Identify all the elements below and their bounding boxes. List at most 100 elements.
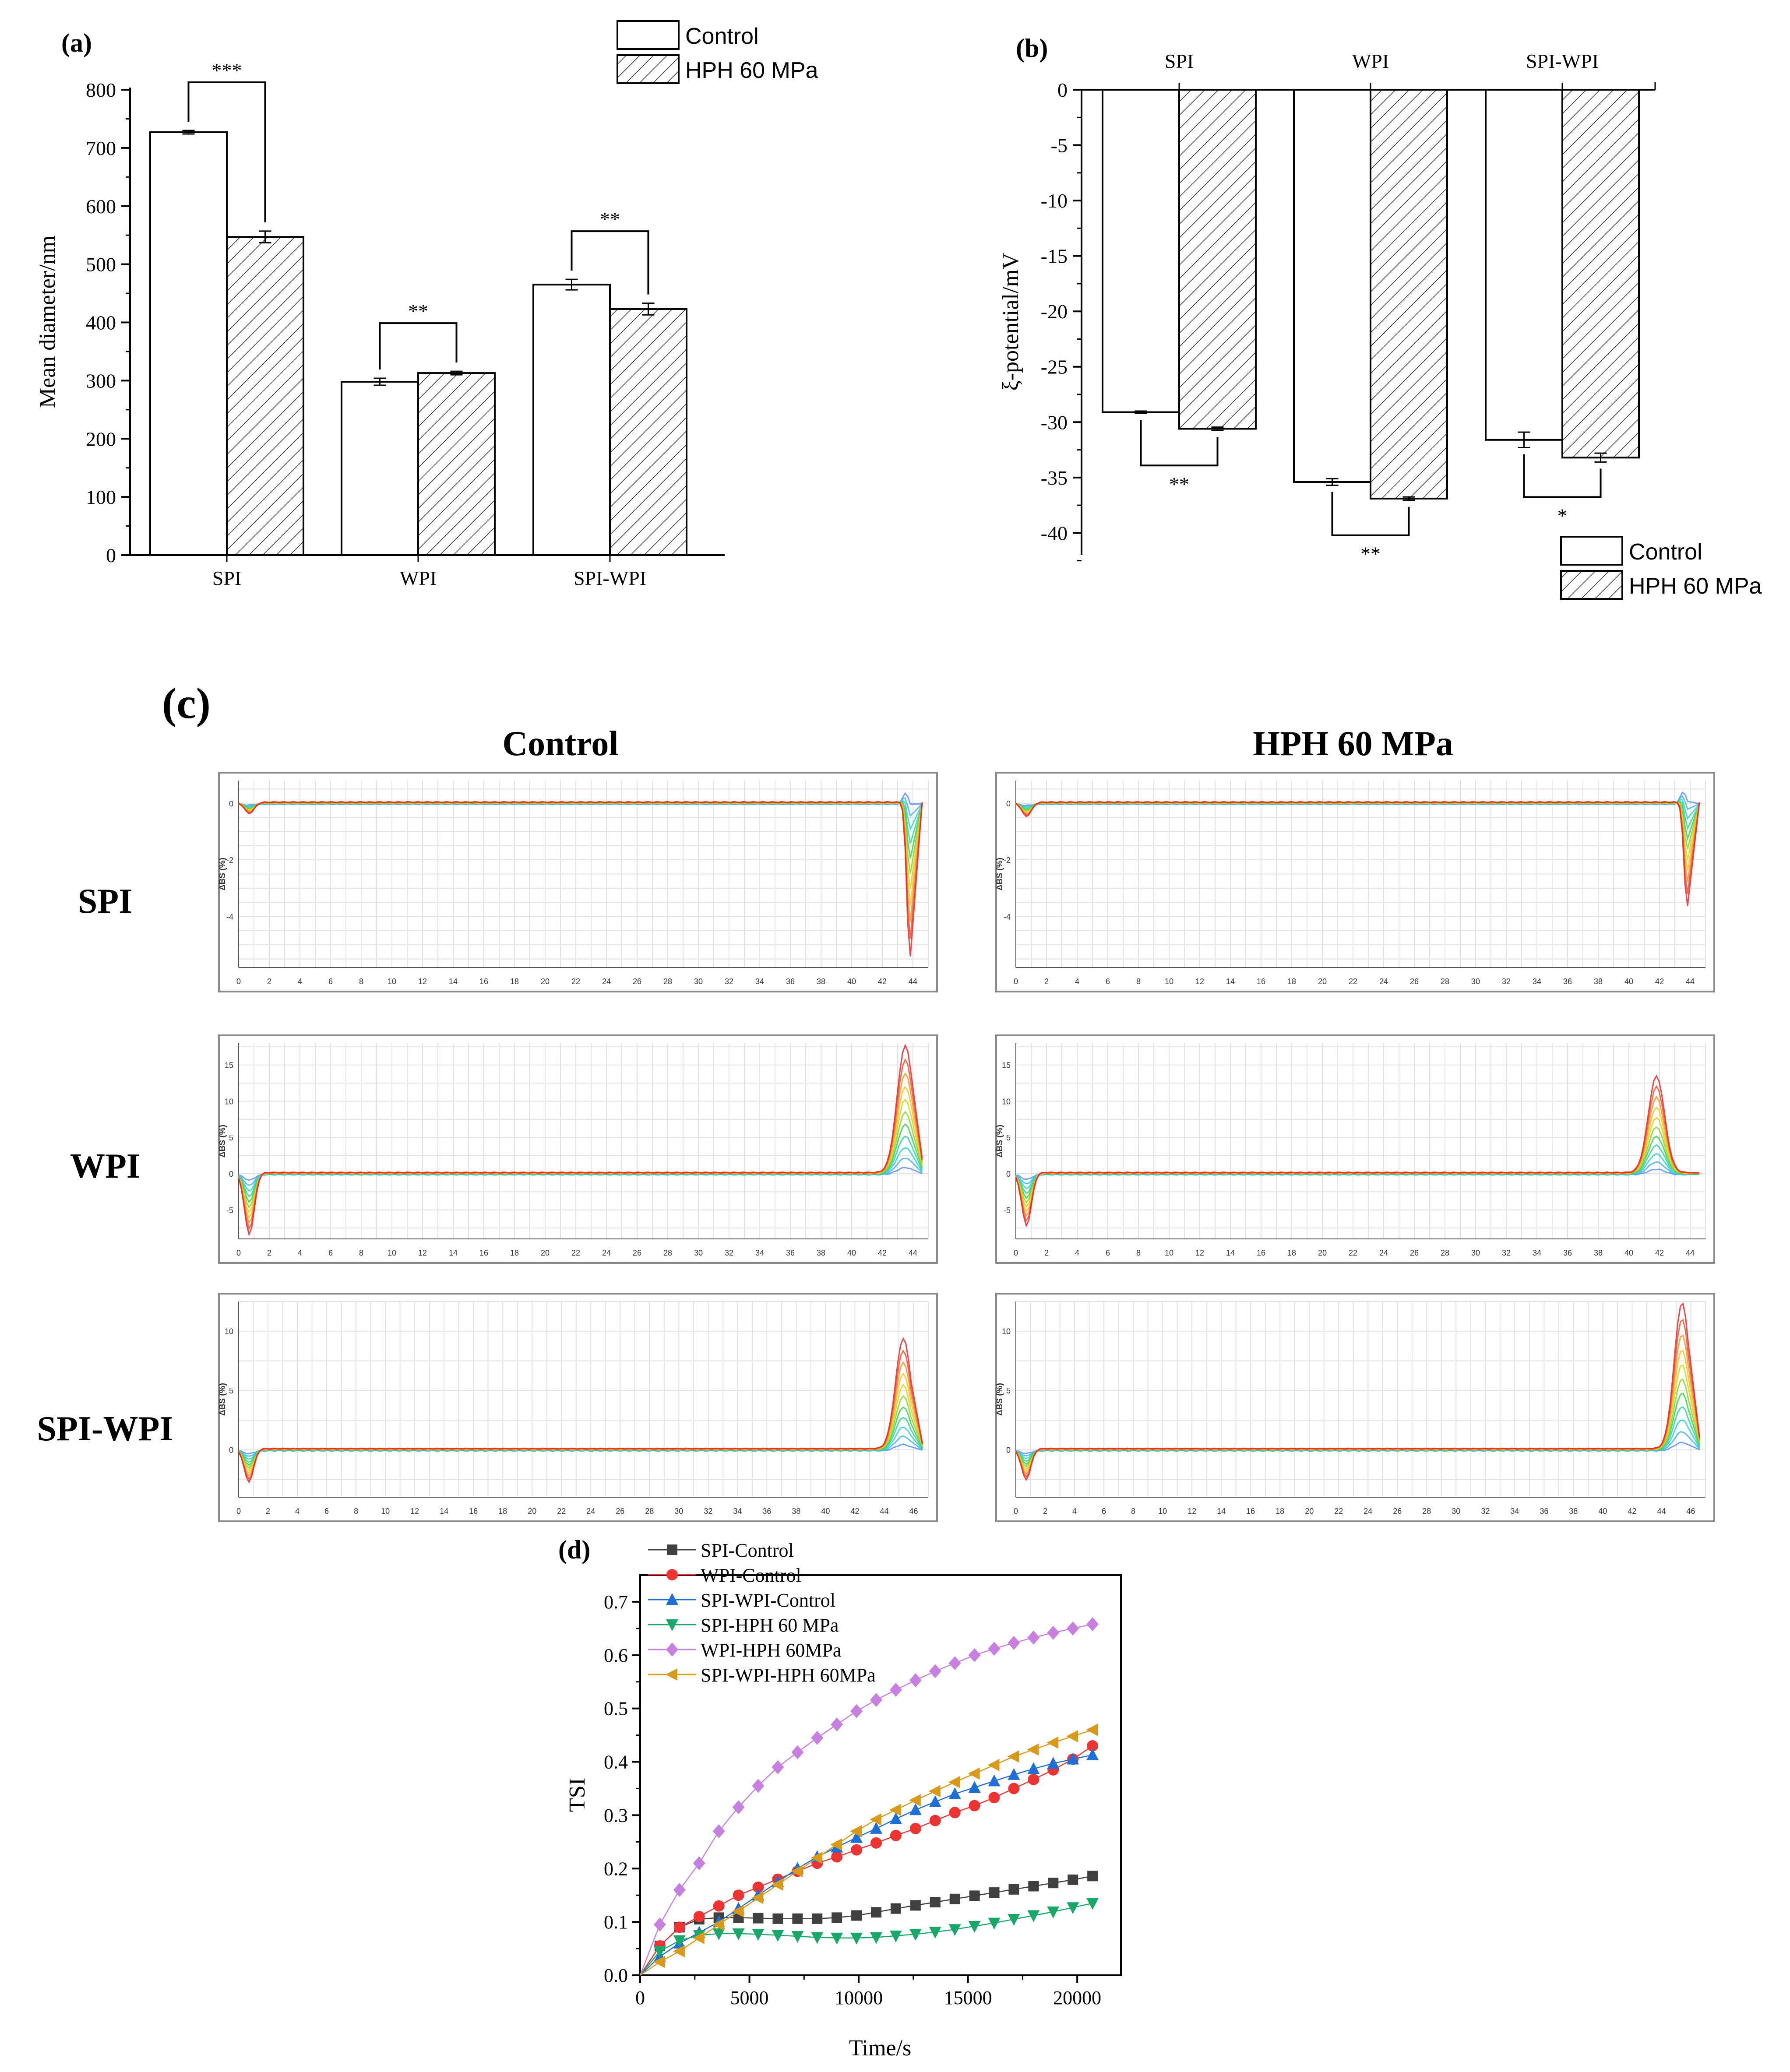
x-tick-label: 4 (1075, 1249, 1079, 1257)
y-tick-label: -25 (1041, 356, 1068, 378)
y-tick-label: 500 (86, 253, 116, 276)
y-axis-title: ΔBS (%) (218, 858, 227, 890)
x-tick-label: 26 (633, 1249, 641, 1257)
data-point (889, 1804, 901, 1816)
significance-bracket (1331, 492, 1410, 536)
data-point (890, 1829, 902, 1841)
x-tick-label: 10 (388, 1249, 396, 1257)
data-point (851, 1910, 862, 1921)
x-tick-label: 44 (1686, 977, 1695, 986)
data-point (1048, 1878, 1059, 1889)
x-tick-label: 44 (880, 1507, 888, 1516)
x-tick-label: 20 (1318, 1249, 1327, 1257)
x-tick-label: 10 (388, 977, 396, 986)
series-d (639, 1617, 1099, 1976)
bar-wpi-hph (1370, 89, 1448, 500)
x-tick-label: 44 (1686, 1249, 1695, 1257)
y-axis-title: ΔBS (%) (995, 1125, 1004, 1157)
y-tick-label: 15 (1002, 1061, 1011, 1070)
x-tick-label: WPI (1352, 50, 1389, 72)
axes-a: 0 100 200 300 400 500 600 700 800 SPI WPI SPI-WPI (86, 79, 725, 589)
x-tick-label: 14 (1217, 1507, 1226, 1516)
y-tick-label: -35 (1041, 467, 1068, 489)
x-tick-label: 26 (1393, 1507, 1402, 1516)
data-point (666, 1668, 677, 1681)
data-point (851, 1844, 863, 1856)
panel-label-a: (a) (61, 28, 92, 57)
series-wpi-control (639, 1740, 1099, 1976)
data-point (791, 1865, 803, 1878)
data-point (753, 1913, 764, 1924)
x-tick-label: 28 (1441, 1249, 1449, 1257)
data-point (791, 1745, 804, 1759)
data-point (673, 1883, 686, 1897)
data-point (792, 1913, 803, 1924)
plot-spi-control: 0 2 4 6 8 10 12 14 16 18 20 22 24 26 28 30 32 34 36 38 40 42 4… (218, 772, 938, 992)
panel-d-tsi: (d) Time/s TSI 0 5000 10000 15000 20000 0.0 0.… (558, 1535, 1122, 2061)
y-tick-label: 10 (1002, 1097, 1011, 1106)
data-point (1028, 1881, 1039, 1892)
x-tick-label: 2 (266, 1507, 270, 1516)
data-point (1047, 1625, 1060, 1640)
data-point (889, 1930, 902, 1942)
x-tick-label: 16 (479, 977, 488, 986)
data-point (772, 1760, 784, 1774)
bars-b (1102, 89, 1640, 501)
y-tick-label: 15 (225, 1061, 233, 1070)
data-point (1087, 1871, 1098, 1882)
data-point (1027, 1910, 1040, 1922)
y-axis-title-a: Mean diameter/nm (35, 236, 60, 408)
data-point (909, 1803, 922, 1815)
y-tick-label: -4 (1004, 913, 1011, 922)
data-point (812, 1913, 823, 1924)
panel-a-mean-diameter: (a) Mean diameter/nm 0 100 200 300 400 500 600… (35, 20, 818, 589)
y-axis-title-d: TSI (565, 1778, 590, 1812)
x-tick-label: 12 (418, 977, 427, 986)
legend-label: SPI-WPI-Control (701, 1590, 835, 1611)
data-point (1086, 1898, 1099, 1910)
data-point (771, 1878, 783, 1891)
legend-label-control: Control (1629, 539, 1702, 565)
data-point (811, 1932, 824, 1944)
x-tick-label: 34 (755, 977, 764, 986)
data-point (948, 1924, 961, 1936)
x-tick-label: 22 (571, 1249, 580, 1257)
x-tick-label: 8 (354, 1507, 358, 1516)
data-point (811, 1731, 824, 1745)
x-tick-label: 12 (1195, 977, 1204, 986)
x-tick-label: 14 (449, 977, 458, 986)
x-tick-label: 16 (1257, 1249, 1265, 1257)
legend-swatch-hph (1560, 570, 1623, 600)
x-tick-label: 24 (602, 977, 611, 986)
x-tick-label: 30 (674, 1507, 683, 1516)
y-tick-label: -40 (1041, 522, 1068, 544)
data-point (889, 1812, 902, 1824)
y-tick-label: -20 (1041, 300, 1068, 323)
significance-mark: ** (1169, 473, 1189, 495)
x-tick-label: 34 (733, 1507, 742, 1516)
row-labels-c: SPI WPI SPI-WPI (37, 882, 173, 1448)
data-point (751, 1892, 764, 1904)
x-tick-label: 0 (236, 1507, 241, 1516)
panel-label-b: (b) (1016, 34, 1048, 63)
y-tick-label: 0.4 (604, 1752, 628, 1773)
data-point (1008, 1914, 1020, 1926)
data-point (870, 1822, 883, 1834)
y-tick-label: 0.6 (604, 1645, 628, 1666)
legend-label: SPI-HPH 60 MPa (701, 1615, 839, 1636)
y-tick-label: 5 (1006, 1133, 1011, 1142)
data-point (1047, 1736, 1059, 1749)
x-tick-label: 2 (267, 1249, 271, 1257)
x-tick-label: WPI (400, 567, 437, 589)
data-point (666, 1593, 678, 1605)
data-point (968, 1921, 981, 1933)
profile-curve (1015, 801, 1700, 906)
x-tick-label: 42 (1655, 1249, 1664, 1257)
y-tick-label: 0 (229, 799, 233, 808)
x-tick-label: 30 (694, 1249, 703, 1257)
y-tick-label: 0.3 (604, 1805, 628, 1826)
data-point (1086, 1724, 1098, 1736)
legend-swatch-control (1560, 536, 1623, 566)
data-point (1008, 1768, 1020, 1780)
